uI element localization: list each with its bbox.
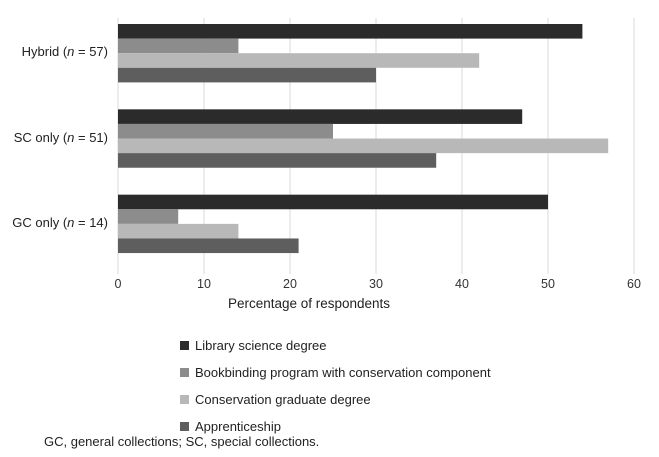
legend-label: Apprenticeship <box>195 419 281 434</box>
bars <box>118 24 609 254</box>
category-label-prefix: SC only ( <box>13 129 68 145</box>
bar <box>118 24 583 39</box>
legend: Library science degree Bookbinding progra… <box>180 332 491 440</box>
legend-item: Library science degree <box>180 332 491 359</box>
bar <box>118 38 239 54</box>
x-tick-labels: 0 10 20 30 40 50 60 <box>115 277 641 291</box>
x-axis-title: Percentage of respondents <box>227 296 391 311</box>
legend-label: Conservation graduate degree <box>195 392 371 407</box>
bar <box>118 153 437 168</box>
bar <box>118 123 333 139</box>
x-tick-label: 60 <box>627 277 641 291</box>
footnote: GC, general collections; SC, special col… <box>44 434 320 449</box>
category-label-prefix: GC only ( <box>12 214 68 230</box>
category-label-prefix: Hybrid ( <box>21 44 68 60</box>
bar-chart: 0 10 20 30 40 50 60 <box>115 18 641 291</box>
x-tick-label: 10 <box>197 277 211 291</box>
category-label-suffix: = 14) <box>74 214 108 230</box>
category-label: Hybrid (n = 57) <box>22 44 108 59</box>
category-label-n: n <box>67 44 75 60</box>
x-tick-label: 40 <box>455 277 469 291</box>
legend-swatch <box>180 341 189 350</box>
bar <box>118 138 609 154</box>
legend-item: Conservation graduate degree <box>180 386 491 413</box>
category-label-suffix: = 51) <box>74 129 108 145</box>
legend-item: Apprenticeship <box>180 413 491 440</box>
category-label-suffix: = 57) <box>74 44 108 60</box>
category-label-n: n <box>67 214 75 230</box>
bar <box>118 53 480 68</box>
x-tick-label: 20 <box>283 277 297 291</box>
bar <box>118 194 548 210</box>
category-label: SC only (n = 51) <box>14 130 108 145</box>
x-tick-label: 50 <box>541 277 555 291</box>
bar <box>118 209 179 224</box>
legend-swatch <box>180 368 189 377</box>
legend-swatch <box>180 422 189 431</box>
bar <box>118 223 239 239</box>
bar <box>118 109 523 124</box>
bar <box>118 67 376 83</box>
x-tick-label: 30 <box>369 277 383 291</box>
legend-swatch <box>180 395 189 404</box>
legend-item: Bookbinding program with conservation co… <box>180 359 491 386</box>
category-label: GC only (n = 14) <box>12 215 108 230</box>
category-label-n: n <box>67 129 75 145</box>
legend-label: Bookbinding program with conservation co… <box>195 365 491 380</box>
bar <box>118 238 299 254</box>
x-tick-label: 0 <box>115 277 122 291</box>
legend-label: Library science degree <box>195 338 327 353</box>
